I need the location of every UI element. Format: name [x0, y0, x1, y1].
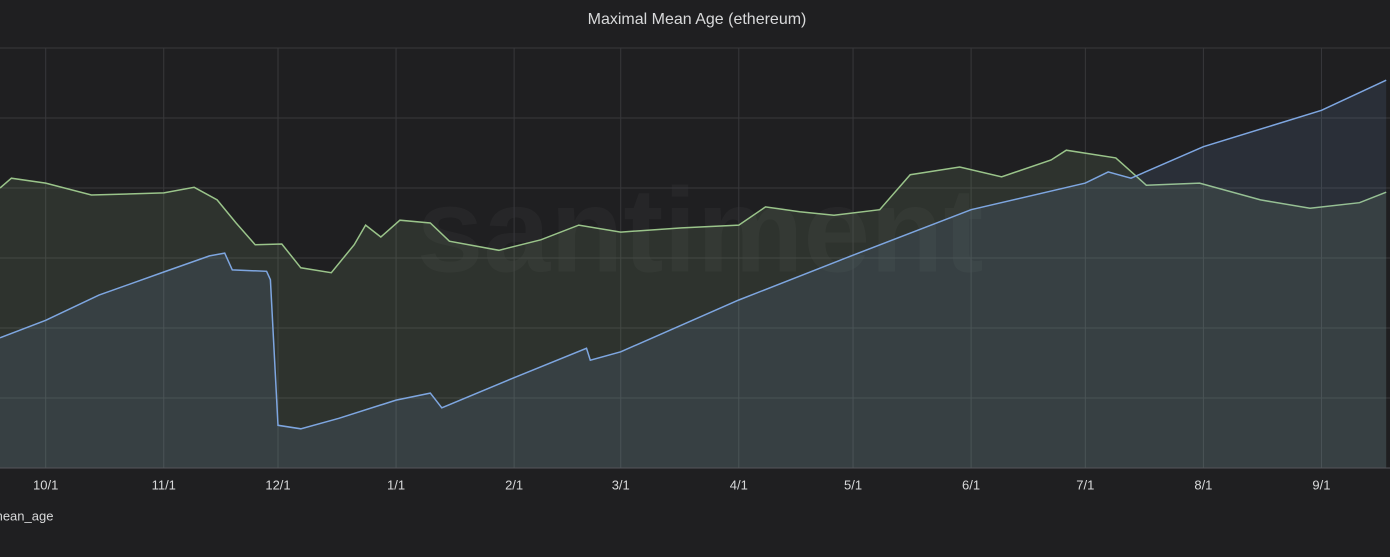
area-fill [0, 150, 1387, 468]
x-tick-label: 10/1 [33, 477, 58, 492]
area-fill [0, 80, 1387, 468]
x-tick-label: 1/1 [387, 477, 405, 492]
x-tick-label: 11/1 [152, 477, 176, 492]
legend-label: mean_age [0, 508, 53, 523]
series-line [0, 79, 1387, 430]
x-tick-label: 4/1 [730, 477, 748, 492]
x-tick-label: 2/1 [505, 477, 523, 492]
x-tick-label: 12/1 [265, 477, 290, 492]
x-tick-label: 7/1 [1076, 477, 1094, 492]
x-tick-label: 6/1 [962, 477, 980, 492]
x-tick-label: 3/1 [612, 477, 630, 492]
x-tick-label: 5/1 [844, 477, 862, 492]
x-tick-label: 8/1 [1194, 477, 1212, 492]
series-line [0, 149, 1387, 274]
x-tick-label: 9/1 [1312, 477, 1330, 492]
chart-title: Maximal Mean Age (ethereum) [588, 11, 807, 28]
